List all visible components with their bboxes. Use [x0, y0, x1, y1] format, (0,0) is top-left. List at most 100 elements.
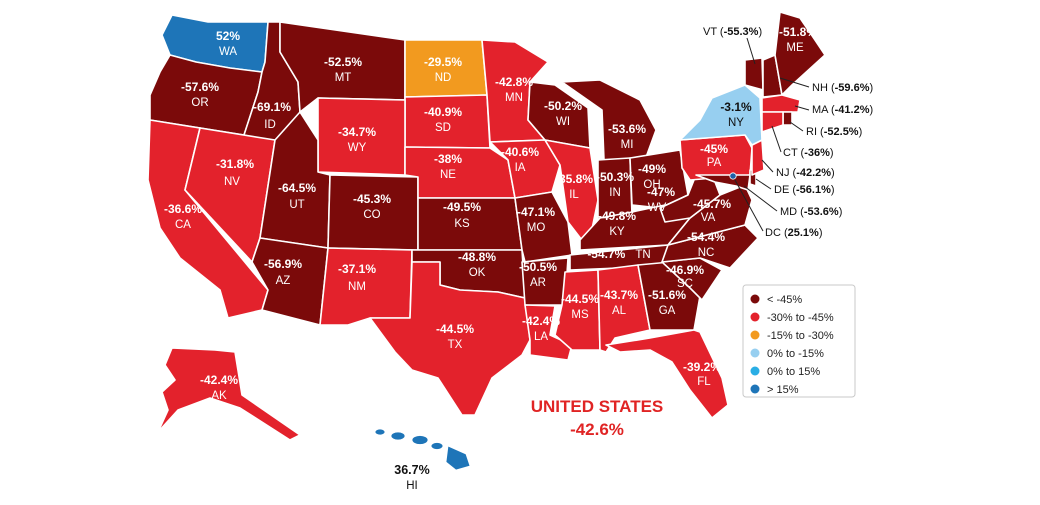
svg-text:0% to 15%: 0% to 15% — [767, 366, 820, 378]
svg-text:OH: OH — [643, 179, 660, 191]
state-shape-me[interactable] — [774, 11, 826, 96]
state-label-ak: -42.4% AK — [200, 373, 238, 402]
svg-text:-30% to -45%: -30% to -45% — [767, 312, 834, 324]
svg-text:-46.9%: -46.9% — [666, 263, 704, 277]
svg-text:-45.3%: -45.3% — [353, 192, 391, 206]
state-label-wi: -50.2% WI — [544, 99, 582, 128]
svg-text:LA: LA — [534, 331, 548, 343]
state-shape-tx[interactable] — [369, 261, 531, 416]
svg-text:WI: WI — [556, 116, 570, 128]
svg-text:-40.9%: -40.9% — [424, 105, 462, 119]
svg-text:AR: AR — [530, 277, 546, 289]
svg-text:ID: ID — [264, 119, 276, 131]
svg-text:0% to -15%: 0% to -15% — [767, 348, 824, 360]
state-label-ky: -49.8% KY — [598, 209, 636, 238]
svg-text:-56.9%: -56.9% — [264, 257, 302, 271]
legend-item: -30% to -45% — [750, 312, 834, 324]
state-shape-mi[interactable] — [561, 79, 657, 161]
dc-marker[interactable] — [729, 172, 737, 180]
svg-text:MT: MT — [335, 72, 352, 84]
svg-text:-49.8%: -49.8% — [598, 209, 636, 223]
legend: < -45% -30% to -45% -15% to -30% 0% to -… — [742, 284, 856, 398]
svg-text:-50.3%: -50.3% — [596, 170, 634, 184]
state-shape-nm[interactable] — [319, 247, 413, 326]
svg-text:-42.8%: -42.8% — [495, 75, 533, 89]
svg-text:-44.5%: -44.5% — [561, 292, 599, 306]
callout-dc: DC (25.1%) — [734, 179, 823, 239]
state-label-sc: -46.9%SC — [666, 263, 704, 290]
svg-text:CA: CA — [175, 219, 191, 231]
svg-text:-37.1%: -37.1% — [338, 262, 376, 276]
callout-vt: VT (-55.3%) — [703, 26, 762, 65]
callout-ct: CT (-36%) — [771, 125, 834, 159]
state-shape-md[interactable] — [695, 174, 751, 191]
svg-text:-49%: -49% — [638, 162, 666, 176]
state-label-tn: -54.7% TN — [587, 247, 650, 261]
legend-item: 0% to 15% — [750, 366, 820, 378]
svg-text:VA: VA — [701, 212, 716, 224]
svg-text:MO: MO — [527, 222, 546, 234]
state-shape-wv[interactable] — [659, 174, 721, 223]
callout-ri: RI (-52.5%) — [789, 121, 862, 138]
svg-text:-57.6%: -57.6% — [181, 80, 219, 94]
state-label-mt: -52.5% MT — [324, 55, 362, 84]
svg-text:-69.1%: -69.1% — [253, 100, 291, 114]
state-shape-ct[interactable] — [761, 111, 784, 133]
state-shape-la[interactable] — [524, 304, 573, 361]
legend-item: > 15% — [750, 384, 799, 396]
state-shape-hi[interactable] — [374, 428, 471, 471]
svg-text:-38%: -38% — [434, 152, 462, 166]
svg-text:-31.8%: -31.8% — [216, 157, 254, 171]
state-label-fl: -39.2% FL — [683, 360, 721, 388]
legend-item: -15% to -30% — [750, 330, 834, 342]
state-label-nc: -54.4% NC — [687, 230, 725, 259]
state-label-al: -43.7% AL — [600, 288, 638, 317]
state-label-ut: -64.5% UT — [278, 181, 316, 211]
state-shape-ny[interactable] — [679, 84, 763, 146]
callout-ma: MA (-41.2%) — [794, 104, 873, 116]
svg-text:UT: UT — [289, 199, 304, 211]
state-shape-fl[interactable] — [605, 329, 729, 419]
state-label-il: -35.8% IL — [555, 172, 593, 201]
svg-text:-53.6%: -53.6% — [608, 122, 646, 136]
svg-text:RI (-52.5%): RI (-52.5%) — [806, 126, 862, 138]
state-shape-nj[interactable] — [751, 139, 765, 176]
svg-text:SD: SD — [435, 122, 451, 134]
svg-text:-50.2%: -50.2% — [544, 99, 582, 113]
svg-text:NM: NM — [348, 281, 366, 293]
callout-nh: NH (-59.6%) — [779, 77, 873, 94]
national-value: -42.6% — [570, 420, 624, 439]
svg-text:52%: 52% — [216, 29, 240, 43]
svg-text:< -45%: < -45% — [767, 294, 802, 306]
svg-text:MN: MN — [505, 92, 523, 104]
state-label-ms: -44.5% MS — [561, 292, 599, 321]
svg-text:-42.4%: -42.4% — [522, 314, 560, 328]
svg-text:WA: WA — [219, 46, 237, 58]
state-label-mo: -47.1% MO — [517, 205, 555, 234]
state-shape-ak[interactable] — [157, 347, 301, 441]
svg-text:-40.6%: -40.6% — [501, 145, 539, 159]
svg-text:MD (-53.6%): MD (-53.6%) — [780, 206, 842, 218]
svg-text:-49.5%: -49.5% — [443, 200, 481, 214]
legend-swatch — [750, 384, 760, 394]
svg-text:-43.7%: -43.7% — [600, 288, 638, 302]
state-label-wa: 52% WA — [216, 29, 240, 58]
svg-text:-47%: -47% — [647, 185, 675, 199]
svg-text:NC: NC — [698, 247, 715, 259]
state-shape-ma[interactable] — [761, 94, 801, 113]
state-label-in: -50.3% IN — [596, 170, 634, 199]
svg-text:-51.6%: -51.6% — [648, 288, 686, 302]
state-shape-vt[interactable] — [744, 57, 764, 91]
svg-text:HI: HI — [406, 480, 418, 492]
state-label-va: -45.7%VA — [693, 197, 731, 224]
svg-text:GA: GA — [659, 305, 676, 317]
svg-text:IN: IN — [609, 187, 621, 199]
svg-text:NV: NV — [224, 176, 240, 188]
svg-text:-35.8%: -35.8% — [555, 172, 593, 186]
svg-text:-36.6%: -36.6% — [164, 202, 202, 216]
state-label-hi: 36.7% HI — [394, 463, 429, 492]
svg-text:-45%: -45% — [700, 142, 728, 156]
legend-swatch — [750, 366, 760, 376]
state-label-ca: -36.6% CA — [164, 202, 202, 231]
